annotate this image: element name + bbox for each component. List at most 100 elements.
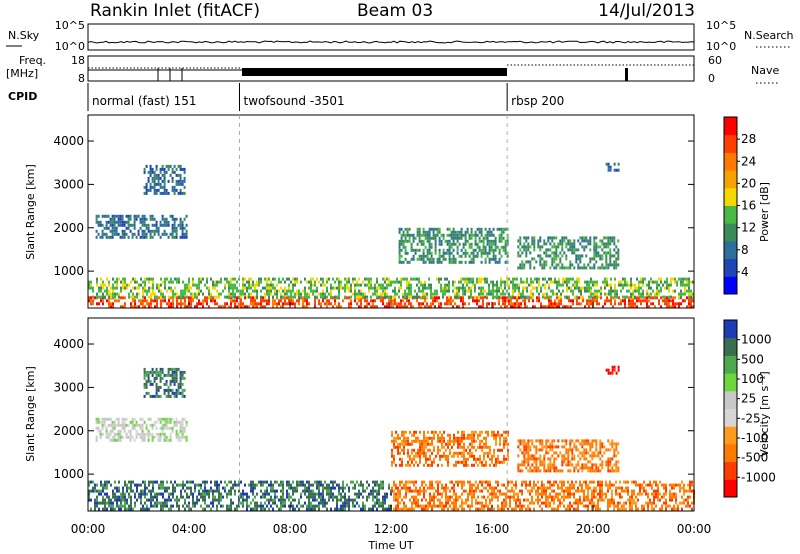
data-cell	[640, 302, 642, 306]
data-cell	[624, 305, 626, 309]
data-cell	[487, 507, 489, 511]
data-cell	[521, 483, 523, 487]
data-cell	[240, 492, 242, 496]
data-cell	[328, 486, 330, 490]
data-cell	[480, 277, 482, 281]
data-cell	[98, 302, 100, 306]
data-cell	[169, 164, 172, 168]
data-cell	[175, 179, 178, 183]
data-cell	[88, 498, 90, 502]
data-cell	[196, 501, 198, 505]
data-cell	[388, 277, 390, 281]
data-cell	[661, 504, 663, 508]
data-cell	[364, 507, 366, 511]
data-cell	[469, 492, 471, 496]
data-cell	[588, 289, 590, 293]
data-cell	[397, 442, 399, 446]
data-cell	[649, 498, 651, 502]
data-cell	[328, 277, 330, 281]
data-cell	[582, 295, 584, 299]
data-cell	[380, 480, 382, 484]
data-cell	[482, 302, 484, 306]
data-cell	[502, 289, 504, 293]
data-cell	[524, 295, 526, 299]
data-cell	[640, 277, 642, 281]
data-cell	[155, 188, 158, 192]
data-cell	[278, 483, 280, 487]
data-cell	[549, 501, 551, 505]
data-cell	[425, 504, 427, 508]
data-cell	[553, 257, 556, 261]
data-cell	[455, 492, 457, 496]
data-cell	[378, 483, 380, 487]
data-cell	[302, 489, 304, 493]
data-cell	[462, 302, 464, 306]
data-cell	[360, 292, 362, 296]
data-cell	[609, 501, 611, 505]
data-cell	[461, 486, 463, 490]
data-cell	[500, 280, 502, 284]
data-cell	[153, 223, 156, 227]
data-cell	[607, 266, 610, 270]
data-cell	[497, 504, 499, 508]
data-cell	[146, 302, 148, 306]
data-cell	[128, 495, 130, 499]
data-cell	[100, 277, 102, 281]
data-cell	[460, 227, 463, 231]
data-cell	[127, 217, 130, 221]
data-cell	[569, 507, 571, 511]
data-cell	[599, 498, 601, 502]
data-cell	[431, 460, 433, 464]
data-cell	[171, 217, 174, 221]
data-cell	[565, 486, 567, 490]
data-cell	[578, 280, 580, 284]
nsky-panel: N.Sky 10^5 10^0 10^5 10^0 N.Search	[6, 19, 794, 53]
data-cell	[150, 286, 152, 290]
data-cell	[526, 286, 528, 290]
data-cell	[653, 495, 655, 499]
data-cell	[422, 227, 425, 231]
data-cell	[410, 305, 412, 309]
data-cell	[206, 280, 208, 284]
data-cell	[434, 239, 437, 243]
data-cell	[680, 277, 682, 281]
data-cell	[402, 277, 404, 281]
data-cell	[121, 223, 124, 227]
data-cell	[631, 501, 633, 505]
data-cell	[430, 257, 433, 261]
data-cell	[562, 280, 564, 284]
data-cell	[549, 248, 552, 252]
data-cell	[104, 507, 106, 511]
data-cell	[440, 260, 443, 264]
data-cell	[463, 451, 465, 455]
data-cell	[642, 280, 644, 284]
data-cell	[366, 486, 368, 490]
data-cell	[656, 286, 658, 290]
data-cell	[509, 495, 511, 499]
data-cell	[594, 292, 596, 296]
data-cell	[555, 263, 558, 267]
data-cell	[417, 448, 419, 452]
data-cell	[144, 483, 146, 487]
data-cell	[390, 492, 392, 496]
data-cell	[198, 492, 200, 496]
data-cell	[400, 286, 402, 290]
data-cell	[498, 227, 501, 231]
data-cell	[429, 492, 431, 496]
data-cell	[502, 236, 505, 240]
data-cell	[491, 498, 493, 502]
power-plot-area	[88, 115, 694, 308]
data-cell	[452, 257, 455, 261]
data-cell	[288, 480, 290, 484]
data-cell	[411, 451, 413, 455]
data-cell	[159, 170, 162, 174]
data-cell	[443, 454, 445, 458]
data-cell	[447, 460, 449, 464]
data-cell	[470, 236, 473, 240]
data-cell	[438, 302, 440, 306]
data-cell	[316, 504, 318, 508]
data-cell	[417, 504, 419, 508]
data-cell	[409, 454, 411, 458]
data-cell	[428, 230, 431, 234]
data-cell	[533, 501, 535, 505]
